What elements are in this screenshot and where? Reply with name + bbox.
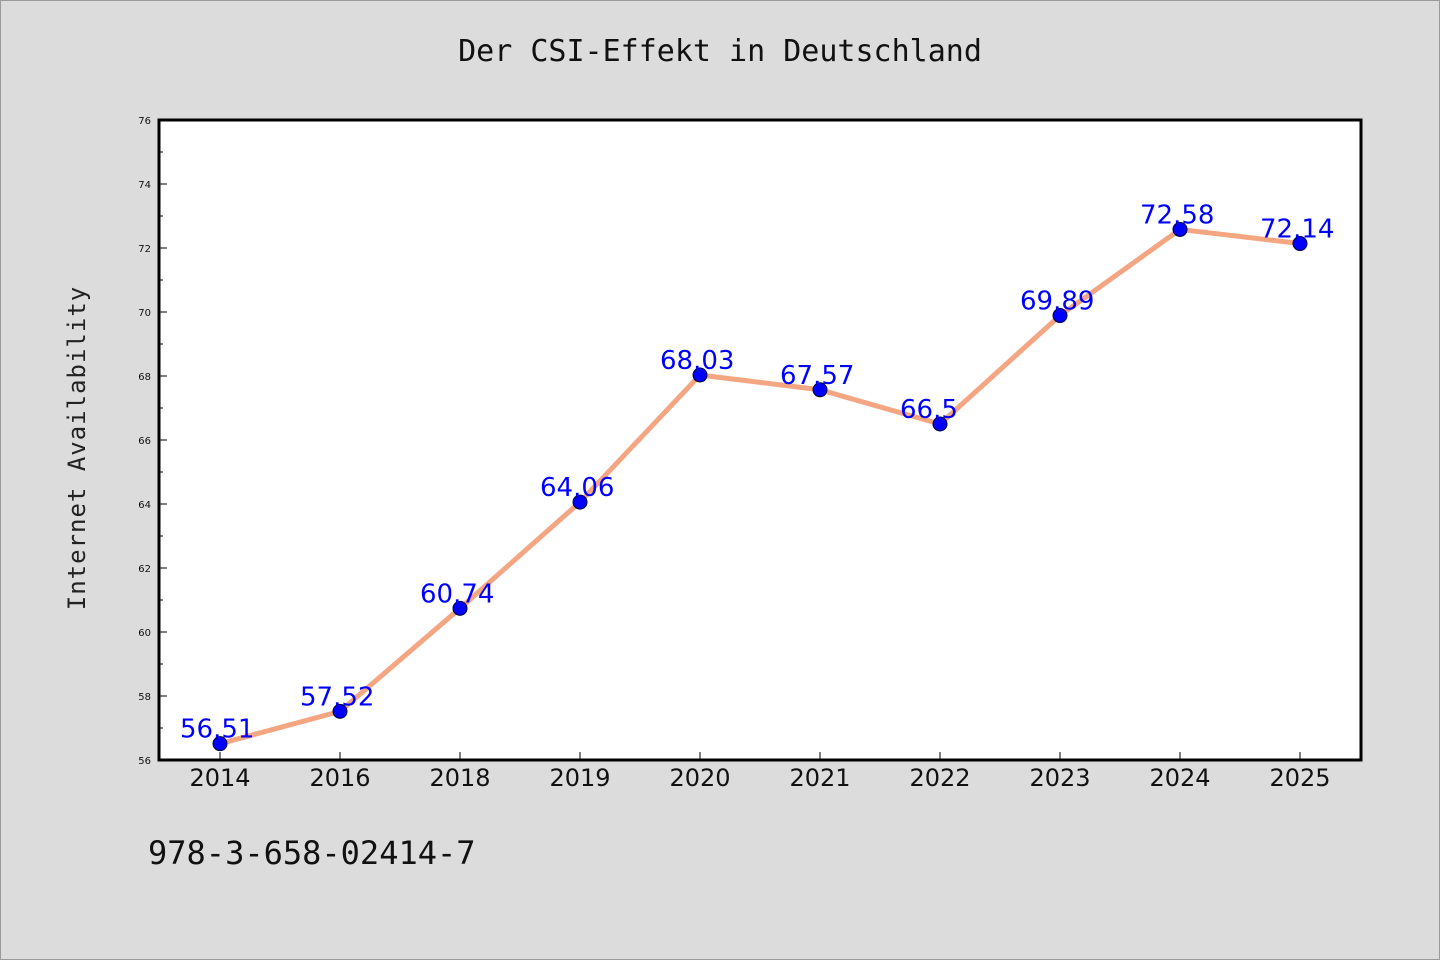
y-tick-label: 60 [138, 628, 151, 639]
x-axis: 2014 2016 2018 2019 2020 2021 2022 2023 2024 2025 [189, 752, 1331, 792]
x-tick-label: 2020 [669, 764, 730, 792]
x-tick-label: 2024 [1149, 764, 1210, 792]
data-label: 67.57 [780, 361, 854, 391]
data-point [1172, 221, 1188, 237]
x-tick-label: 2023 [1029, 764, 1090, 792]
y-tick-label: 68 [138, 372, 151, 383]
data-point [212, 736, 228, 752]
data-point [452, 600, 468, 616]
data-label: 69.89 [1020, 287, 1094, 317]
data-point [932, 416, 948, 432]
data-label: 66.5 [900, 395, 958, 425]
plot-area [157, 118, 1363, 762]
data-point [572, 494, 588, 510]
data-label: 57.52 [300, 682, 374, 712]
series-group: 56.51 57.52 60.74 64.06 68.03 67.57 66.5 69.89 7… [180, 200, 1334, 752]
data-point [812, 382, 828, 398]
y-tick-label: 74 [138, 180, 151, 191]
x-tick-label: 2022 [909, 764, 970, 792]
data-label: 64.06 [540, 473, 614, 503]
y-tick-label: 64 [138, 500, 151, 511]
data-label: 60.74 [420, 579, 494, 609]
series-line [217, 226, 1303, 747]
data-label: 72.14 [1260, 215, 1334, 245]
x-tick-label: 2021 [789, 764, 850, 792]
data-label: 72.58 [1140, 200, 1214, 230]
data-point [1292, 236, 1308, 252]
x-tick-label: 2016 [309, 764, 370, 792]
y-tick-label: 76 [138, 116, 151, 127]
x-tick-label: 2014 [189, 764, 250, 792]
x-tick-label: 2018 [429, 764, 490, 792]
x-tick-label: 2019 [549, 764, 610, 792]
data-label: 68.03 [660, 346, 734, 376]
y-tick-label: 66 [138, 436, 151, 447]
data-point [332, 703, 348, 719]
x-tick-label: 2025 [1269, 764, 1330, 792]
y-tick-label: 56 [138, 756, 151, 767]
chart-title: Der CSI-Effekt in Deutschland [458, 34, 982, 69]
footer-isbn: 978-3-658-02414-7 [148, 834, 476, 872]
y-tick-label: 58 [138, 692, 151, 703]
data-label: 56.51 [180, 715, 254, 745]
y-tick-label: 72 [138, 244, 151, 255]
y-tick-label: 70 [138, 308, 151, 319]
data-point [692, 367, 708, 383]
y-axis: 56 58 60 62 64 66 68 70 72 74 76 [138, 116, 167, 767]
data-point [1052, 308, 1068, 324]
y-tick-label: 62 [138, 564, 151, 575]
